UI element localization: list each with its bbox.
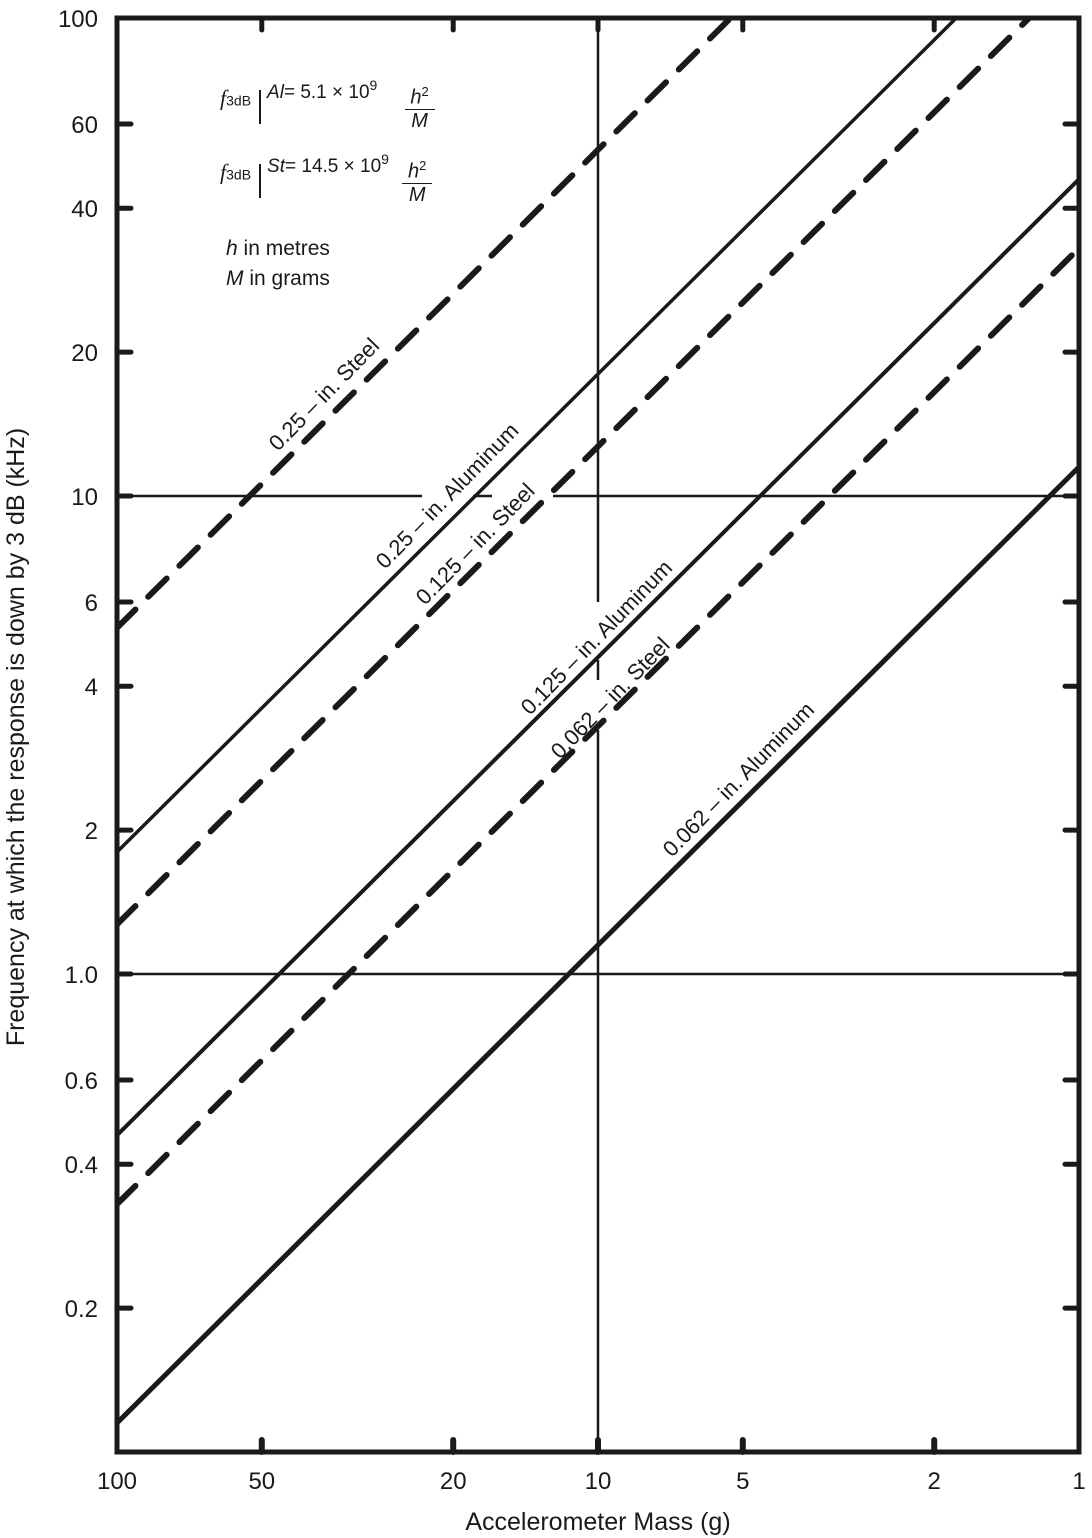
series-line-1	[117, 18, 958, 854]
axis-ticks	[114, 15, 1082, 1455]
formula-al-material: Al	[267, 81, 284, 103]
formula-al-lhs-sub: 3dB	[226, 92, 252, 109]
x-axis-title: Accelerometer Mass (g)	[465, 1508, 730, 1536]
x-tick-label: 100	[97, 1468, 137, 1495]
formula-al-num-exp: 2	[421, 84, 429, 99]
series-line-5	[117, 464, 1079, 1426]
formula-st-exp: 9	[381, 151, 389, 168]
formula-st-fraction: h2 M	[402, 156, 433, 207]
y-tick-label: 1.0	[65, 962, 98, 989]
y-tick-label: 10	[71, 484, 98, 511]
y-tick-label: 2	[85, 818, 98, 845]
y-tick-label: 20	[71, 340, 98, 367]
series-line-2	[117, 18, 1033, 928]
series-label-5: 0.062 – in. Aluminum	[658, 697, 819, 862]
x-axis-tick-labels: 100 50 20 10 5 2 1	[97, 1468, 1086, 1495]
y-tick-label: 60	[71, 112, 98, 139]
y-tick-label: 4	[85, 674, 98, 701]
var-h: h	[226, 237, 238, 260]
formula-aluminum: f3dB Al= 5.1 × 109 h2 M	[220, 76, 435, 131]
series-line-4	[117, 245, 1079, 1208]
note-m-text: in grams	[243, 267, 330, 290]
units-note-m: M in grams	[226, 264, 330, 294]
x-tick-label: 5	[736, 1468, 749, 1495]
formula-st-material: St	[267, 155, 285, 177]
formula-steel: f3dB St= 14.5 × 109 h2 M	[220, 150, 433, 205]
x-tick-label: 2	[928, 1468, 941, 1495]
formula-st-coef: = 14.5 × 10	[285, 155, 382, 177]
y-tick-label: 100	[58, 6, 98, 33]
x-tick-label: 10	[585, 1468, 612, 1495]
formula-st-lhs: f	[220, 159, 227, 185]
x-tick-label: 1	[1072, 1468, 1085, 1495]
formula-al-coef: = 5.1 × 10	[283, 81, 370, 103]
x-tick-label: 20	[440, 1468, 467, 1495]
note-h-text: in metres	[237, 237, 330, 260]
formula-al-fraction: h2 M	[404, 82, 435, 133]
formula-st-num-exp: 2	[419, 158, 427, 173]
series-lines	[117, 18, 1079, 1426]
y-tick-label: 0.6	[65, 1068, 98, 1095]
series-label-0: 0.25 – in. Steel	[264, 333, 384, 456]
y-tick-label: 0.4	[65, 1152, 98, 1179]
formula-al-lhs: f	[220, 85, 227, 111]
y-axis-tick-labels: 100 60 40 20 10 6 4 2 1.0 0.6 0.4 0.2	[58, 6, 98, 1323]
series-line-3	[117, 177, 1079, 1138]
series-line-0	[117, 18, 734, 631]
evaluation-bar	[259, 163, 262, 198]
x-tick-label: 50	[248, 1468, 275, 1495]
units-note: h in metres M in grams	[226, 234, 330, 294]
y-axis-title: Frequency at which the response is down …	[2, 428, 30, 1046]
units-note-h: h in metres	[226, 234, 330, 264]
y-tick-label: 0.2	[65, 1296, 98, 1323]
y-tick-label: 6	[85, 590, 98, 617]
formula-al-den: M	[411, 110, 428, 133]
formula-al-num: h	[410, 86, 422, 109]
evaluation-bar	[259, 89, 262, 124]
y-tick-label: 40	[71, 196, 98, 223]
formula-st-den: M	[408, 184, 426, 207]
formula-st-lhs-sub: 3dB	[226, 166, 252, 183]
formula-st-num: h	[408, 160, 420, 183]
var-m: M	[226, 267, 244, 290]
formula-al-exp: 9	[369, 77, 378, 94]
